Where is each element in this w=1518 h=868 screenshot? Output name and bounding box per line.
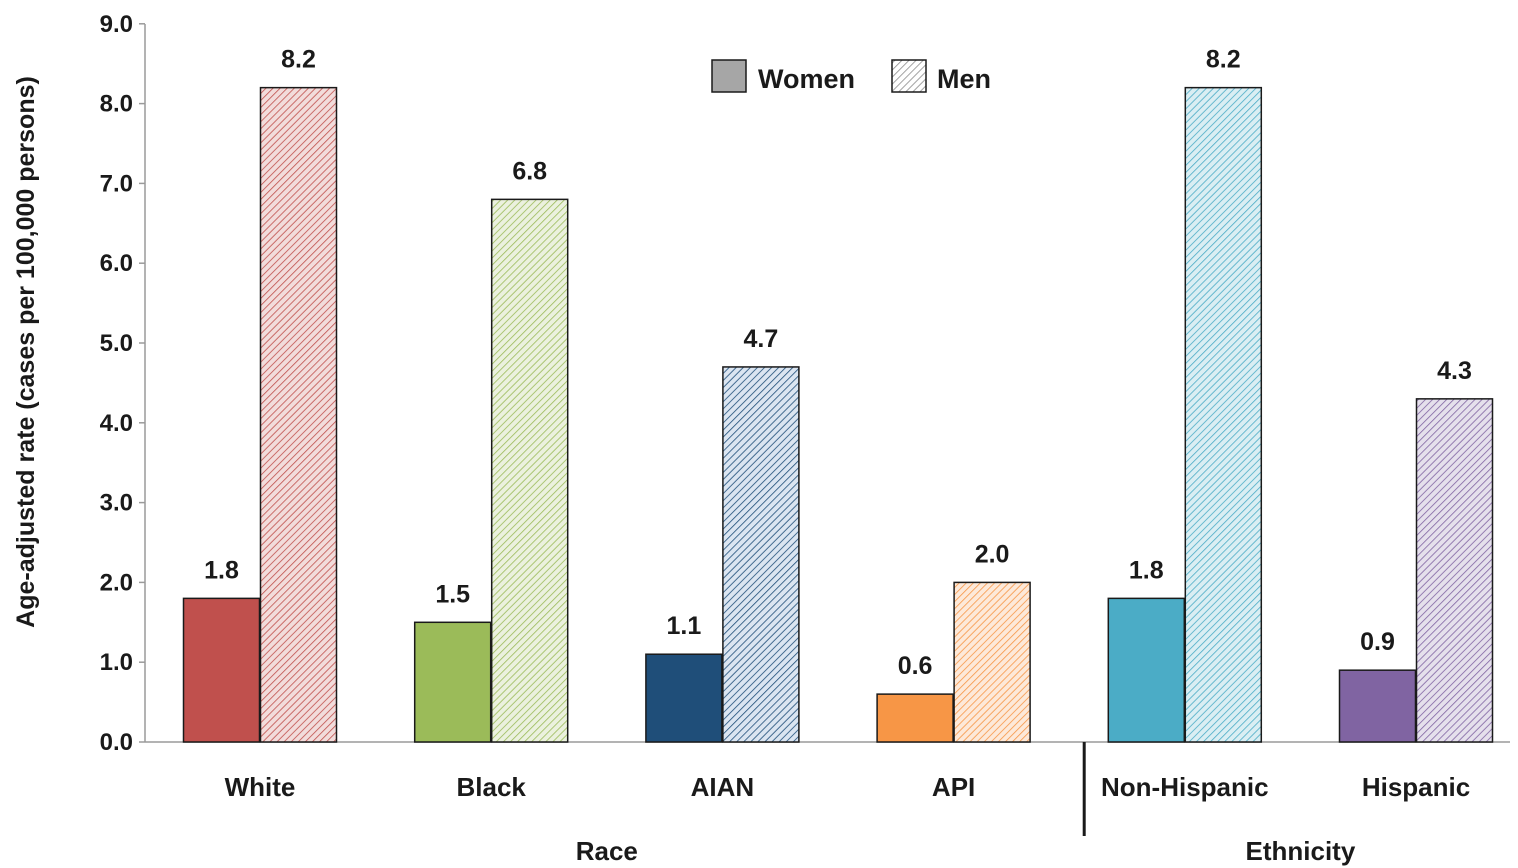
data-label-women: 1.1 xyxy=(667,612,702,640)
bar-women-api xyxy=(876,693,954,743)
bar-men-aian xyxy=(722,366,800,743)
data-label-men: 8.2 xyxy=(1206,46,1241,74)
legend-swatch-women xyxy=(711,59,747,93)
legend-label-women: Women xyxy=(758,64,855,94)
x-tick-label: Black xyxy=(457,772,527,802)
x-tick-label: AIAN xyxy=(691,772,755,802)
chart-axes: 0.0 1.0 2.0 3.0 4.0 5.0 6.0 7.0 8.0 9.0 Age-adjust… xyxy=(12,11,1510,836)
data-label-men: 4.7 xyxy=(744,325,779,353)
y-tick-label: 2.0 xyxy=(100,569,133,596)
y-tick-label: 3.0 xyxy=(100,490,133,517)
data-label-men: 2.0 xyxy=(975,540,1010,568)
x-tick-label: API xyxy=(932,772,975,802)
y-tick-label: 4.0 xyxy=(100,410,133,437)
y-tick-label: 7.0 xyxy=(100,170,133,197)
group-label-ethnicity: Ethnicity xyxy=(1246,836,1356,866)
x-tick-label: Non-Hispanic xyxy=(1101,772,1269,802)
bar-men-api xyxy=(953,581,1031,743)
y-axis-title: Age-adjusted rate (cases per 100,000 per… xyxy=(12,76,40,628)
chart-labels: 1.8 8.2 White 1.5 6.8 Black 1.1 4.7 AIAN 0.6 2.0 AP… xyxy=(204,46,1472,866)
bar-women-hispanic xyxy=(1338,669,1417,743)
y-tick-label: 5.0 xyxy=(100,330,133,357)
x-tick-label: White xyxy=(225,772,296,802)
legend-label-men: Men xyxy=(937,64,991,94)
y-tick-label: 8.0 xyxy=(100,91,133,118)
data-label-women: 0.9 xyxy=(1360,628,1395,656)
data-label-men: 4.3 xyxy=(1437,357,1472,385)
data-label-men: 6.8 xyxy=(512,157,547,185)
y-tick-label: 0.0 xyxy=(100,729,133,756)
legend-swatch-men xyxy=(891,59,927,93)
data-label-men: 8.2 xyxy=(281,46,316,74)
bar-women-black xyxy=(413,621,492,743)
bar-women-non-hispanic xyxy=(1107,597,1186,743)
y-tick-label: 9.0 xyxy=(100,11,133,38)
bar-men-black xyxy=(490,198,569,743)
bar-men-non-hispanic xyxy=(1184,86,1263,743)
data-label-women: 1.8 xyxy=(1129,556,1164,584)
bar-women-white xyxy=(182,597,261,743)
bar-men-white xyxy=(259,86,338,743)
group-label-race: Race xyxy=(576,836,638,866)
bar-men-hispanic xyxy=(1415,398,1494,743)
y-tick-label: 1.0 xyxy=(100,649,133,676)
y-tick-label: 6.0 xyxy=(100,250,133,277)
data-label-women: 1.8 xyxy=(204,556,239,584)
chart-bars xyxy=(182,86,1494,743)
x-tick-label: Hispanic xyxy=(1362,772,1470,802)
chart-legend: Women Men xyxy=(711,59,991,94)
data-label-women: 0.6 xyxy=(898,652,933,680)
data-label-women: 1.5 xyxy=(435,580,470,608)
bar-women-aian xyxy=(645,653,723,743)
